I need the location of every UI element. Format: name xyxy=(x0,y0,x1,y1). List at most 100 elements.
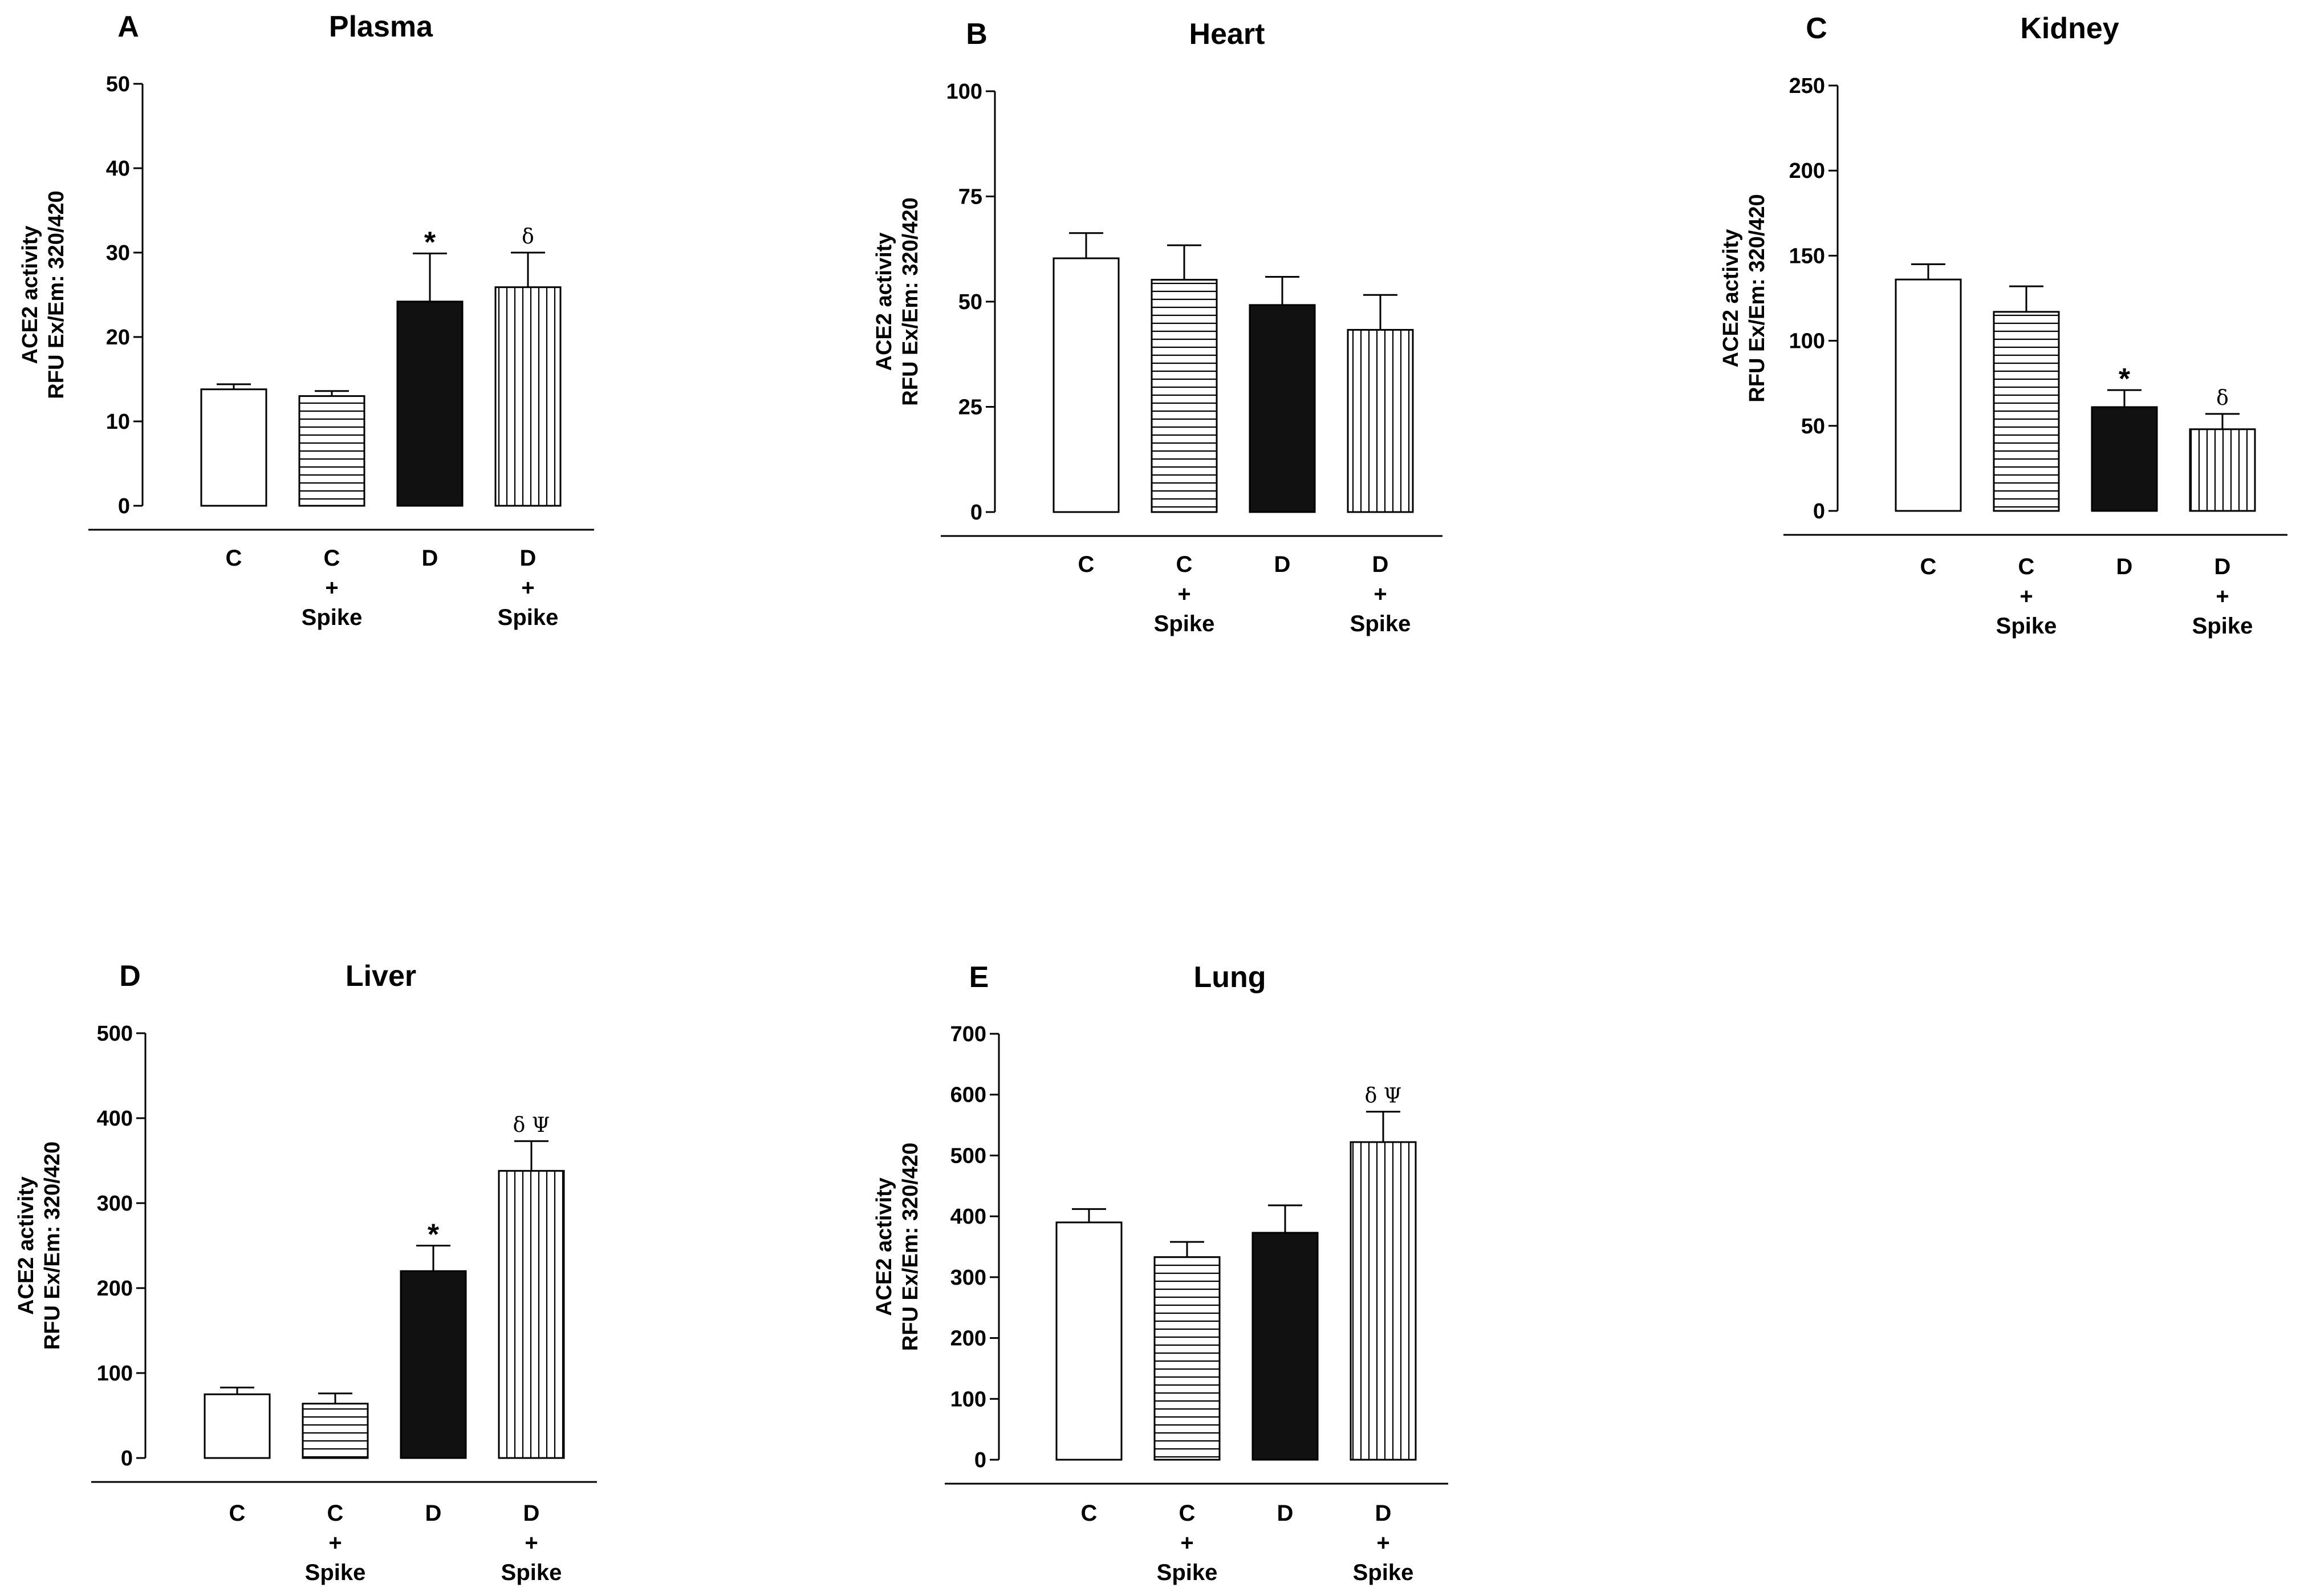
x-category-label: C xyxy=(327,1501,344,1526)
y-tick-label: 0 xyxy=(1813,499,1825,523)
x-category-label: D xyxy=(1277,1501,1294,1526)
panel-letter: D xyxy=(119,960,141,993)
significance-mark: δ Ψ xyxy=(1365,1085,1402,1108)
y-tick-label: 20 xyxy=(106,326,130,350)
x-category-label: C xyxy=(324,546,340,571)
y-tick-label: 0 xyxy=(970,501,982,525)
panel-letter: A xyxy=(117,10,139,43)
x-category-label: + xyxy=(325,575,338,600)
y-tick-label: 50 xyxy=(106,72,130,96)
x-category-label: Spike xyxy=(2192,614,2253,639)
bar-vertical-stripes xyxy=(494,286,562,507)
x-category-label: + xyxy=(525,1530,538,1556)
significance-mark: δ xyxy=(2216,387,2229,410)
y-tick-label: 30 xyxy=(106,241,130,265)
x-category-label: + xyxy=(1376,1530,1389,1556)
chart-title: Plasma xyxy=(329,10,433,43)
panel-d: Liver D 0 100 200 300 400 500 ACE2 activity RFU E… xyxy=(14,960,597,1585)
x-category-label: + xyxy=(2216,584,2229,609)
y-tick-label: 300 xyxy=(950,1266,986,1290)
bar-horizontal-stripes xyxy=(1151,279,1218,513)
bar-vertical-stripes xyxy=(2189,428,2256,512)
x-category-label: D xyxy=(2116,554,2133,579)
y-tick-label: 100 xyxy=(950,1387,986,1411)
significance-mark: δ xyxy=(522,225,534,249)
bar-vertical-stripes xyxy=(1350,1141,1417,1461)
bar-solid xyxy=(1251,1232,1319,1461)
chart-title: Kidney xyxy=(2020,12,2119,45)
x-category-label: Spike xyxy=(1996,614,2057,639)
y-tick-label: 500 xyxy=(950,1144,986,1168)
panel-letter: E xyxy=(969,961,989,994)
y-axis-label-line1: ACE2 activity xyxy=(14,1176,38,1315)
x-category-label: + xyxy=(1374,582,1387,607)
panel-b: Heart B 0 25 50 75 100 ACE2 activity RFU Ex/Em: … xyxy=(872,18,1442,636)
x-category-label: + xyxy=(1180,1530,1193,1556)
y-tick-label: 0 xyxy=(118,494,130,518)
x-category-label: Spike xyxy=(305,1560,366,1585)
y-axis-label-line2: RFU Ex/Em: 320/420 xyxy=(40,1142,64,1350)
significance-mark: δ Ψ xyxy=(513,1114,550,1137)
bar-open xyxy=(204,1393,271,1459)
x-category-label: Spike xyxy=(1154,611,1215,636)
panel-a: Plasma A 0 10 20 30 40 50 ACE2 activity RFU Ex/Em… xyxy=(18,10,594,630)
y-tick-label: 150 xyxy=(1789,244,1825,268)
x-category-label: C xyxy=(1179,1501,1196,1526)
x-category-label: C xyxy=(2018,554,2035,579)
y-tick-label: 400 xyxy=(97,1107,133,1131)
bar-open xyxy=(200,388,267,507)
y-tick-label: 100 xyxy=(1789,330,1825,354)
x-category-label: D xyxy=(425,1501,442,1526)
y-tick-label: 75 xyxy=(958,185,982,209)
significance-mark: * xyxy=(428,1219,440,1252)
significance-mark: * xyxy=(2119,363,2131,396)
y-tick-label: 0 xyxy=(974,1448,986,1472)
y-tick-label: 500 xyxy=(97,1022,133,1046)
y-tick-label: 0 xyxy=(121,1447,133,1471)
bar-open xyxy=(1895,278,1962,512)
x-category-label: Spike xyxy=(302,605,363,630)
y-axis-label-line2: RFU Ex/Em: 320/420 xyxy=(899,197,923,405)
x-category-label: C xyxy=(1078,552,1095,577)
y-axis-label-line2: RFU Ex/Em: 320/420 xyxy=(1745,194,1769,402)
x-category-label: C xyxy=(226,546,242,571)
y-tick-label: 25 xyxy=(958,396,982,420)
y-tick-label: 40 xyxy=(106,157,130,181)
x-category-label: Spike xyxy=(1350,611,1411,636)
y-axis-label-line1: ACE2 activity xyxy=(872,1177,896,1316)
bar-horizontal-stripes xyxy=(1993,311,2060,512)
bar-solid xyxy=(396,300,464,507)
y-tick-label: 700 xyxy=(950,1022,986,1046)
significance-mark: * xyxy=(424,226,436,259)
bar-horizontal-stripes xyxy=(1153,1256,1221,1461)
chart-title: Heart xyxy=(1189,18,1265,51)
x-category-label: Spike xyxy=(1353,1560,1414,1585)
bar-horizontal-stripes xyxy=(302,1403,369,1459)
panel-letter: B xyxy=(966,18,988,51)
y-axis-label-line2: RFU Ex/Em: 320/420 xyxy=(899,1143,923,1351)
y-axis-label-line1: ACE2 activity xyxy=(18,226,42,364)
bar-open xyxy=(1055,1221,1123,1461)
x-category-label: D xyxy=(1375,1501,1392,1526)
y-tick-label: 600 xyxy=(950,1083,986,1107)
x-category-label: D xyxy=(1274,552,1291,577)
x-category-label: + xyxy=(328,1530,342,1556)
y-axis-label-line1: ACE2 activity xyxy=(1719,229,1743,368)
y-tick-label: 200 xyxy=(1789,159,1825,183)
bar-solid xyxy=(400,1270,467,1459)
x-category-label: D xyxy=(422,546,438,571)
bar-vertical-stripes xyxy=(498,1169,565,1459)
x-category-label: Spike xyxy=(1157,1560,1218,1585)
bar-horizontal-stripes xyxy=(298,395,365,507)
x-category-label: C xyxy=(1081,1501,1098,1526)
y-tick-label: 100 xyxy=(97,1362,133,1386)
x-category-label: + xyxy=(1177,582,1190,607)
x-category-label: C xyxy=(1176,552,1193,577)
y-tick-label: 250 xyxy=(1789,74,1825,98)
bar-solid xyxy=(1249,304,1316,513)
y-tick-label: 200 xyxy=(97,1277,133,1301)
y-tick-label: 400 xyxy=(950,1205,986,1229)
panel-e: Lung E 0 100 200 300 400 500 600 700 ACE2 activity… xyxy=(872,961,1448,1585)
chart-title: Lung xyxy=(1193,961,1266,994)
